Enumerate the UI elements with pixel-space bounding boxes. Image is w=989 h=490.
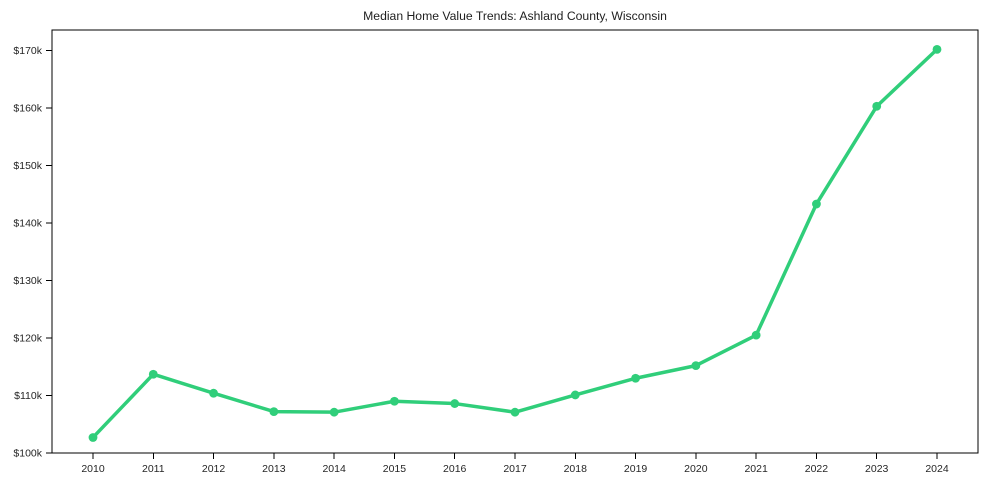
- x-tick-label: 2012: [202, 463, 226, 475]
- x-tick-label: 2020: [684, 463, 708, 475]
- chart-title: Median Home Value Trends: Ashland County…: [363, 9, 667, 23]
- data-point: [932, 44, 942, 54]
- data-point: [510, 407, 520, 417]
- x-tick-label: 2018: [564, 463, 588, 475]
- data-point: [450, 399, 460, 408]
- data-point: [570, 390, 580, 400]
- y-tick-label: $150k: [13, 160, 42, 172]
- y-tick-label: $110k: [14, 390, 43, 402]
- data-point: [329, 407, 339, 417]
- data-point: [390, 396, 399, 406]
- x-tick-label: 2010: [81, 463, 105, 475]
- y-tick-label: $140k: [13, 218, 42, 230]
- data-point: [209, 388, 218, 398]
- x-tick-label: 2011: [142, 463, 165, 475]
- plot-border: [51, 29, 979, 454]
- x-tick-label: 2019: [624, 463, 648, 475]
- x-tick-label: 2017: [503, 463, 527, 475]
- y-tick-label: $120k: [13, 333, 42, 345]
- data-point: [88, 433, 98, 442]
- x-tick-label: 2016: [443, 463, 467, 475]
- y-tick-label: $100k: [13, 448, 42, 460]
- data-point: [631, 373, 640, 383]
- data-point: [691, 361, 701, 371]
- plot-area: $100k $110k $120k $130k $140k $150k $160k $170k…: [13, 29, 979, 475]
- x-tick-label: 2021: [744, 463, 768, 475]
- data-point: [872, 101, 882, 111]
- data-point: [751, 330, 761, 340]
- y-tick-label: $130k: [13, 275, 42, 287]
- y-tick-label: $160k: [13, 103, 42, 115]
- x-tick-label: 2015: [383, 463, 407, 475]
- data-point: [148, 369, 158, 379]
- x-tick-label: 2022: [805, 463, 829, 475]
- trend-line: [91, 47, 939, 440]
- x-tick-label: 2024: [925, 463, 949, 475]
- y-tick-label: $170k: [13, 45, 42, 57]
- x-tick-label: 2023: [865, 463, 889, 475]
- x-tick-label: 2014: [322, 463, 346, 475]
- data-point: [269, 407, 279, 417]
- data-point: [812, 199, 821, 209]
- x-tick-label: 2013: [262, 463, 286, 475]
